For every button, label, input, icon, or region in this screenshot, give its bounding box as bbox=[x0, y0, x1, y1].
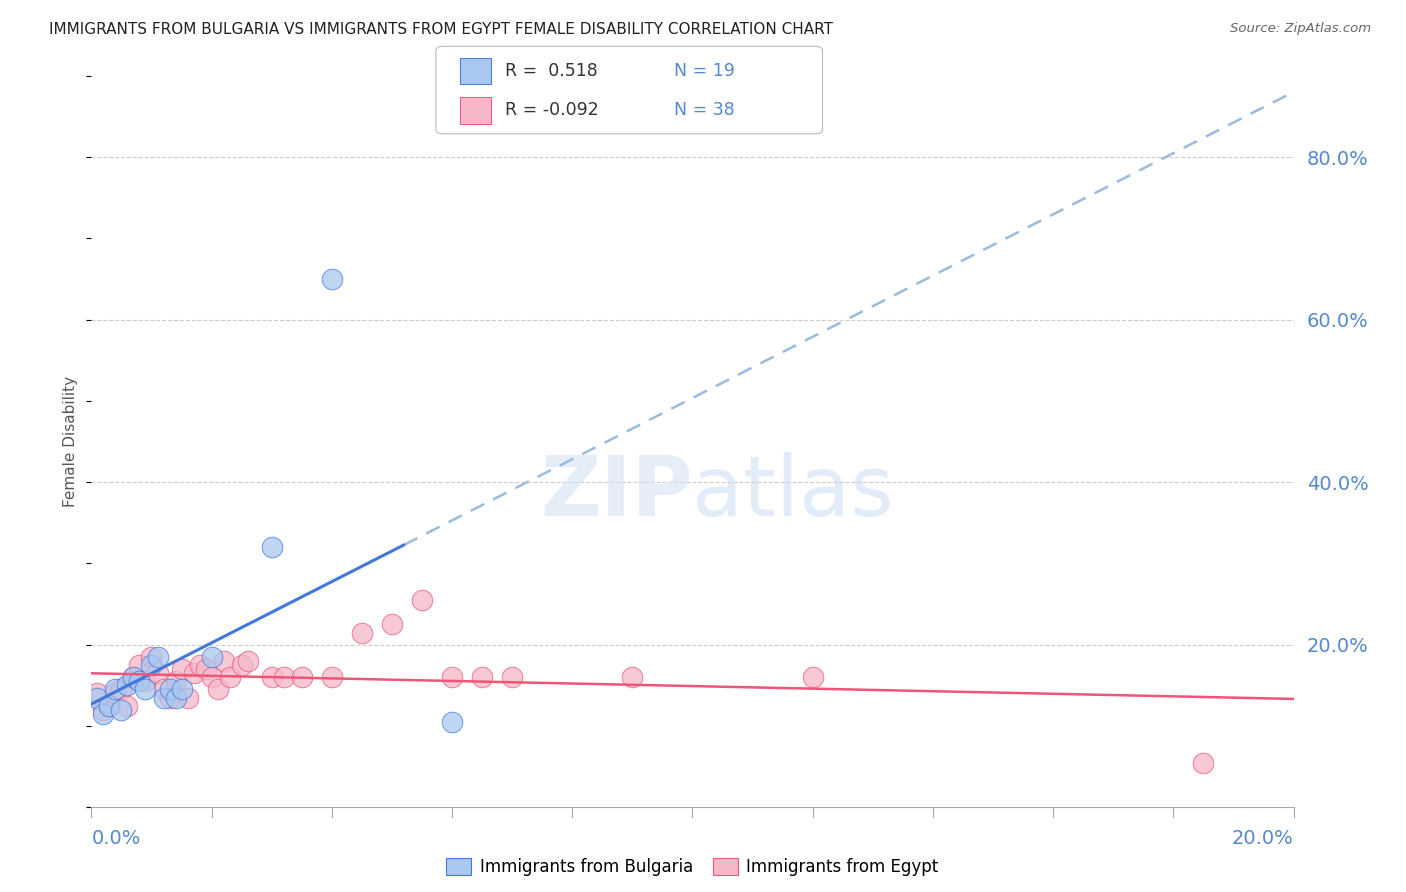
Point bbox=[134, 674, 156, 689]
Point bbox=[128, 674, 150, 689]
Point bbox=[104, 686, 127, 700]
Point bbox=[170, 662, 193, 676]
Text: Source: ZipAtlas.com: Source: ZipAtlas.com bbox=[1230, 22, 1371, 36]
Text: 20.0%: 20.0% bbox=[1232, 829, 1294, 847]
Point bbox=[152, 690, 174, 705]
Point bbox=[350, 625, 373, 640]
Point bbox=[231, 658, 253, 673]
Point bbox=[165, 674, 187, 689]
Point bbox=[260, 540, 283, 554]
Point bbox=[440, 714, 463, 729]
Point bbox=[260, 670, 283, 684]
Point bbox=[207, 682, 229, 697]
Point bbox=[98, 698, 121, 713]
Point bbox=[501, 670, 523, 684]
Point bbox=[104, 682, 127, 697]
Point bbox=[176, 690, 198, 705]
Point bbox=[218, 670, 240, 684]
Point bbox=[801, 670, 824, 684]
Point bbox=[117, 678, 139, 692]
Y-axis label: Female Disability: Female Disability bbox=[63, 376, 79, 508]
Point bbox=[117, 698, 139, 713]
Text: ZIP: ZIP bbox=[540, 452, 692, 533]
Point bbox=[188, 658, 211, 673]
Point bbox=[381, 617, 404, 632]
Point bbox=[93, 706, 115, 721]
Text: IMMIGRANTS FROM BULGARIA VS IMMIGRANTS FROM EGYPT FEMALE DISABILITY CORRELATION : IMMIGRANTS FROM BULGARIA VS IMMIGRANTS F… bbox=[49, 22, 834, 37]
Point bbox=[621, 670, 644, 684]
Point bbox=[159, 690, 181, 705]
Point bbox=[86, 690, 108, 705]
Point bbox=[321, 670, 343, 684]
Point bbox=[134, 682, 156, 697]
Point bbox=[321, 272, 343, 286]
Point bbox=[146, 649, 169, 664]
Point bbox=[201, 649, 224, 664]
Text: N = 19: N = 19 bbox=[673, 62, 735, 80]
Point bbox=[411, 593, 433, 607]
Text: 0.0%: 0.0% bbox=[91, 829, 141, 847]
Legend: Immigrants from Bulgaria, Immigrants from Egypt: Immigrants from Bulgaria, Immigrants fro… bbox=[440, 852, 945, 883]
Text: R =  0.518: R = 0.518 bbox=[505, 62, 598, 80]
Point bbox=[98, 698, 121, 713]
Point bbox=[440, 670, 463, 684]
Point bbox=[128, 658, 150, 673]
Point bbox=[194, 662, 217, 676]
Point bbox=[236, 654, 259, 668]
Point bbox=[110, 703, 132, 717]
Point bbox=[122, 670, 145, 684]
Point bbox=[165, 690, 187, 705]
Point bbox=[110, 682, 132, 697]
Point bbox=[159, 682, 181, 697]
Point bbox=[86, 686, 108, 700]
Point bbox=[471, 670, 494, 684]
Point bbox=[170, 682, 193, 697]
Point bbox=[273, 670, 295, 684]
Point bbox=[141, 649, 163, 664]
Point bbox=[201, 670, 224, 684]
Point bbox=[146, 666, 169, 681]
Point bbox=[1192, 756, 1215, 770]
Point bbox=[291, 670, 314, 684]
Text: atlas: atlas bbox=[692, 452, 894, 533]
Text: R = -0.092: R = -0.092 bbox=[505, 102, 599, 120]
Point bbox=[183, 666, 205, 681]
Point bbox=[122, 670, 145, 684]
Point bbox=[141, 658, 163, 673]
Point bbox=[93, 703, 115, 717]
Point bbox=[152, 682, 174, 697]
Text: N = 38: N = 38 bbox=[673, 102, 735, 120]
Point bbox=[212, 654, 235, 668]
